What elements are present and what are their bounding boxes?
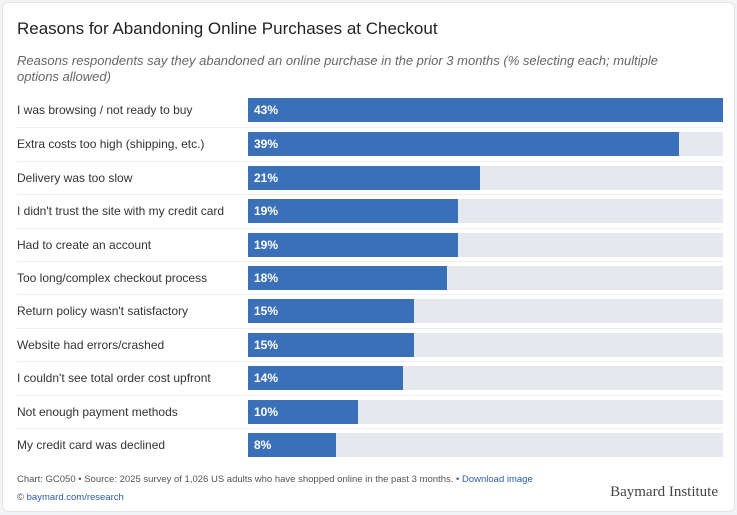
footer-copyright: © baymard.com/research [17,492,124,503]
bar: 39% [248,132,679,157]
data-label: 21% [254,170,279,185]
bar: 21% [248,165,480,190]
data-label: 19% [254,204,279,219]
data-label: 18% [254,270,279,285]
bar-track: 19% [248,232,723,257]
bar: 43% [248,98,723,122]
data-label: 14% [254,371,279,386]
baymard-logo: Baymard Institute [610,484,718,500]
bar-track: 21% [248,165,723,190]
bar-row: Not enough payment methods 10% [17,394,723,428]
category-label: Too long/complex checkout process [17,270,208,285]
download-image-link[interactable]: Download image [461,474,533,485]
chart-subtitle: Reasons respondents say they abandoned a… [17,53,659,84]
bar-rows: I was browsing / not ready to buy 43% Ex… [17,94,723,461]
data-label: 43% [254,103,279,117]
category-label: Website had errors/crashed [17,337,165,352]
bar-row: I was browsing / not ready to buy 43% [17,94,723,127]
bar-row: I didn't trust the site with my credit c… [17,194,723,227]
bar-track: 19% [248,199,723,224]
bar-track: 10% [248,399,723,424]
bar: 19% [248,199,458,224]
data-label: 39% [254,137,279,152]
data-label: 19% [254,237,279,252]
bar-row: Had to create an account 19% [17,227,723,261]
bar-row: I couldn't see total order cost upfront … [17,361,723,394]
bar-track: 39% [248,132,723,157]
category-label: I was browsing / not ready to buy [17,103,193,117]
footer-source: Chart: GC050 • Source: 2025 survey of 1,… [17,474,533,485]
bar-track: 15% [248,299,723,324]
data-label: 8% [254,437,272,452]
bar-row: Too long/complex checkout process 18% [17,260,723,294]
bar: 19% [248,232,458,257]
source-text: Chart: GC050 • Source: 2025 survey of 1,… [17,474,460,485]
category-label: Not enough payment methods [17,404,178,419]
copyright-symbol: © [17,492,24,503]
bar-row: Website had errors/crashed 15% [17,327,723,361]
category-label: I couldn't see total order cost upfront [17,371,211,386]
bar-row: Extra costs too high (shipping, etc.) 39… [17,127,723,160]
bar-row: Delivery was too slow 21% [17,160,723,194]
category-label: Return policy wasn't satisfactory [17,304,189,319]
bar-track: 43% [248,98,723,122]
data-label: 15% [254,304,279,319]
bar-track: 14% [248,366,723,391]
category-label: Extra costs too high (shipping, etc.) [17,137,205,152]
data-label: 15% [254,337,279,352]
bar: 18% [248,265,447,290]
bar: 14% [248,366,403,391]
category-label: Delivery was too slow [17,170,133,185]
bar: 15% [248,332,414,357]
bar-row: My credit card was declined 8% [17,427,723,461]
chart-title: Reasons for Abandoning Online Purchases … [17,19,438,38]
category-label: My credit card was declined [17,437,166,452]
category-label: Had to create an account [17,237,152,252]
baymard-link[interactable]: baymard.com/research [26,492,124,503]
bar: 8% [248,432,337,457]
bar: 15% [248,299,414,324]
category-label: I didn't trust the site with my credit c… [17,204,225,219]
bar-track: 8% [248,432,723,457]
bar-row: Return policy wasn't satisfactory 15% [17,294,723,327]
bar-track: 18% [248,265,723,290]
bar-track: 15% [248,332,723,357]
bar: 10% [248,399,359,424]
data-label: 10% [254,404,279,419]
